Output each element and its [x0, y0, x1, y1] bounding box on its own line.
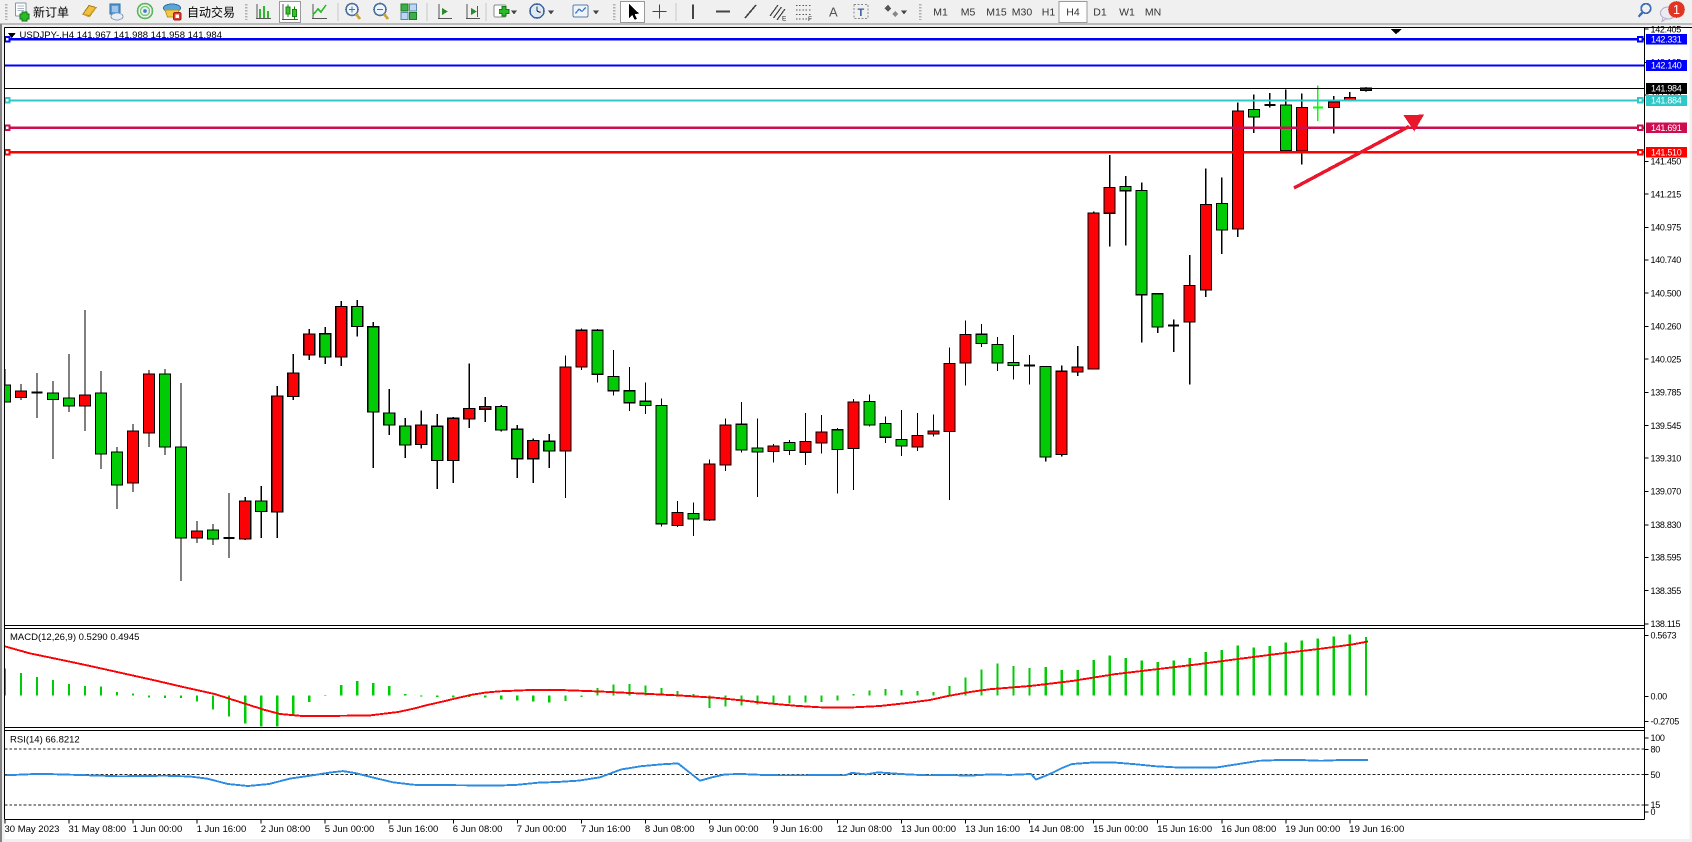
- svg-text:16 Jun 08:00: 16 Jun 08:00: [1221, 824, 1276, 835]
- svg-text:8 Jun 08:00: 8 Jun 08:00: [645, 824, 695, 835]
- svg-text:50: 50: [1651, 770, 1661, 780]
- svg-text:M1: M1: [933, 7, 948, 19]
- svg-text:M15: M15: [986, 7, 1007, 19]
- svg-text:138.115: 138.115: [1651, 619, 1681, 629]
- svg-text:5 Jun 00:00: 5 Jun 00:00: [325, 824, 375, 835]
- svg-text:142.405: 142.405: [1651, 24, 1682, 34]
- svg-text:15 Jun 16:00: 15 Jun 16:00: [1157, 824, 1212, 835]
- svg-text:9 Jun 00:00: 9 Jun 00:00: [709, 824, 759, 835]
- svg-text:M30: M30: [1012, 7, 1033, 19]
- svg-text:141.884: 141.884: [1651, 96, 1682, 106]
- svg-text:141.510: 141.510: [1651, 148, 1682, 158]
- svg-text:0.5673: 0.5673: [1651, 631, 1677, 641]
- svg-text:5 Jun 16:00: 5 Jun 16:00: [389, 824, 439, 835]
- svg-text:139.070: 139.070: [1651, 487, 1682, 497]
- svg-text:H4: H4: [1066, 7, 1080, 19]
- svg-text:139.310: 139.310: [1651, 453, 1682, 463]
- svg-text:15: 15: [1651, 800, 1661, 810]
- svg-text:新订单: 新订单: [33, 5, 69, 20]
- svg-text:139.785: 139.785: [1651, 388, 1682, 398]
- svg-text:1 Jun 00:00: 1 Jun 00:00: [133, 824, 183, 835]
- svg-text:USDJPY-,H4 141.967 141.988 14: USDJPY-,H4 141.967 141.988 141.958 141.9…: [20, 30, 222, 41]
- svg-text:0.00: 0.00: [1651, 692, 1668, 702]
- svg-text:7 Jun 00:00: 7 Jun 00:00: [517, 824, 567, 835]
- svg-text:9 Jun 16:00: 9 Jun 16:00: [773, 824, 823, 835]
- svg-text:2 Jun 08:00: 2 Jun 08:00: [261, 824, 311, 835]
- svg-text:T: T: [858, 7, 865, 19]
- svg-text:-0.2705: -0.2705: [1651, 717, 1680, 727]
- svg-text:13 Jun 00:00: 13 Jun 00:00: [901, 824, 956, 835]
- svg-text:自动交易: 自动交易: [187, 5, 235, 20]
- svg-text:140.260: 140.260: [1651, 322, 1682, 332]
- svg-text:W1: W1: [1119, 7, 1135, 19]
- svg-text:141.984: 141.984: [1651, 84, 1682, 94]
- svg-text:30 May 2023: 30 May 2023: [5, 824, 60, 835]
- svg-text:139.545: 139.545: [1651, 421, 1682, 431]
- svg-text:H1: H1: [1042, 7, 1056, 19]
- svg-text:100: 100: [1651, 733, 1665, 743]
- svg-text:D1: D1: [1093, 7, 1107, 19]
- svg-text:141.450: 141.450: [1651, 157, 1682, 167]
- svg-text:A: A: [829, 5, 838, 20]
- svg-text:142.331: 142.331: [1651, 35, 1682, 45]
- svg-text:140.025: 140.025: [1651, 354, 1682, 364]
- svg-text:0: 0: [1651, 807, 1656, 817]
- svg-text:12 Jun 08:00: 12 Jun 08:00: [837, 824, 892, 835]
- svg-text:138.595: 138.595: [1651, 553, 1682, 563]
- svg-text:31 May 08:00: 31 May 08:00: [69, 824, 127, 835]
- svg-text:140.975: 140.975: [1651, 223, 1682, 233]
- svg-text:1 Jun 16:00: 1 Jun 16:00: [197, 824, 247, 835]
- svg-text:MACD(12,26,9) 0.5290 0.4945: MACD(12,26,9) 0.5290 0.4945: [10, 632, 139, 643]
- svg-text:140.500: 140.500: [1651, 288, 1682, 298]
- svg-text:142.140: 142.140: [1651, 61, 1682, 71]
- svg-text:141.691: 141.691: [1651, 123, 1682, 133]
- svg-text:14 Jun 08:00: 14 Jun 08:00: [1029, 824, 1084, 835]
- svg-text:80: 80: [1651, 745, 1661, 755]
- svg-text:138.830: 138.830: [1651, 520, 1682, 530]
- svg-text:141.215: 141.215: [1651, 189, 1682, 199]
- svg-text:19 Jun 00:00: 19 Jun 00:00: [1285, 824, 1340, 835]
- svg-text:6 Jun 08:00: 6 Jun 08:00: [453, 824, 503, 835]
- svg-text:RSI(14) 66.8212: RSI(14) 66.8212: [10, 735, 80, 746]
- svg-text:F: F: [808, 16, 812, 23]
- svg-text:19 Jun 16:00: 19 Jun 16:00: [1349, 824, 1404, 835]
- svg-text:15 Jun 00:00: 15 Jun 00:00: [1093, 824, 1148, 835]
- svg-text:1: 1: [1673, 3, 1680, 17]
- svg-text:138.355: 138.355: [1651, 586, 1682, 596]
- svg-text:7 Jun 16:00: 7 Jun 16:00: [581, 824, 631, 835]
- svg-text:140.740: 140.740: [1651, 255, 1682, 265]
- svg-text:E: E: [782, 16, 787, 23]
- svg-text:M5: M5: [961, 7, 976, 19]
- svg-text:13 Jun 16:00: 13 Jun 16:00: [965, 824, 1020, 835]
- svg-text:MN: MN: [1145, 7, 1161, 19]
